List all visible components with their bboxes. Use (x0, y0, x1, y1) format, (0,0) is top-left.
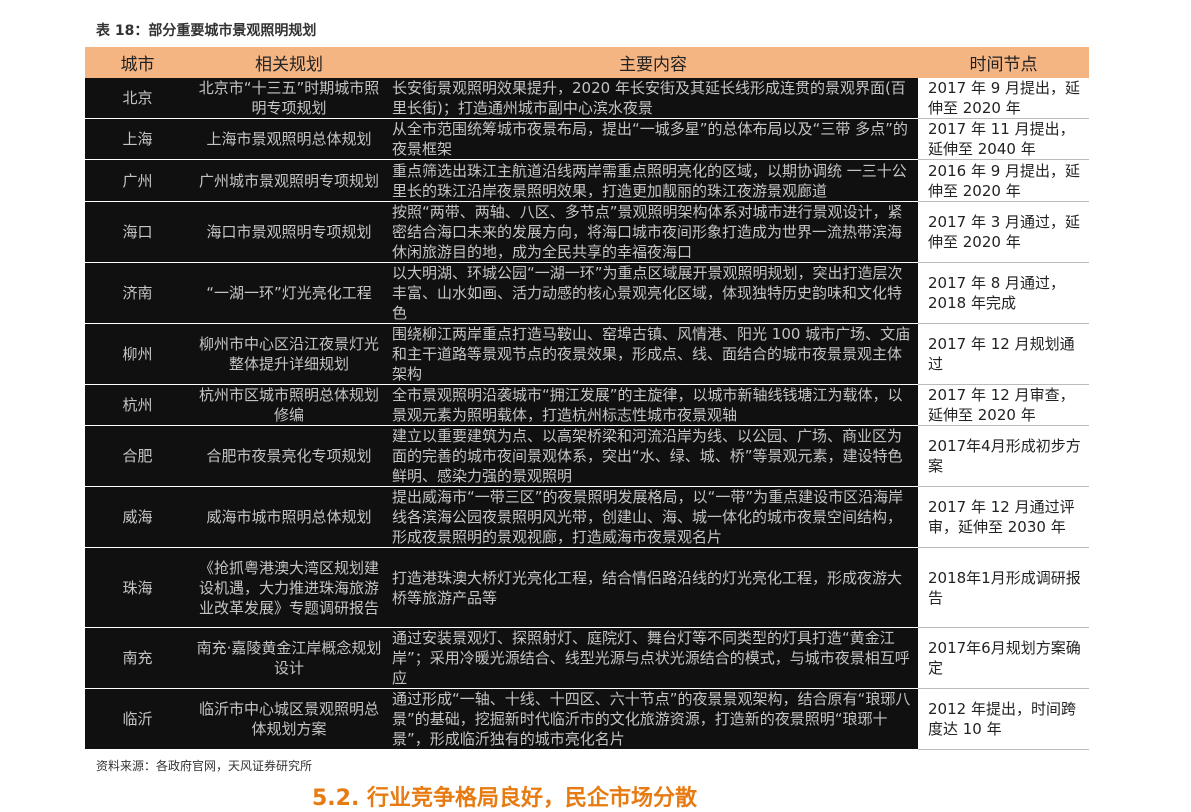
table-cell: 提出威海市“一带三区”的夜景照明发展格局，以“一带”为重点建设市区沿海岸线各滨海… (388, 486, 918, 548)
table-cell: 临沂 (85, 688, 190, 750)
table-cell: 2018年1月形成调研报告 (918, 547, 1089, 628)
header-cell: 城市 (85, 47, 190, 78)
source-note: 资料来源：各政府官网，天风证券研究所 (96, 759, 313, 773)
table-cell: 围绕柳江两岸重点打造马鞍山、窑埠古镇、风情港、阳光 100 城市广场、文庙和主干… (388, 323, 918, 385)
table-cell: 2017 年 12 月审查，延伸至 2020 年 (918, 384, 1089, 426)
table-cell: 2017 年 12 月通过评审，延伸至 2030 年 (918, 486, 1089, 548)
table-cell: 按照“两带、两轴、八区、多节点”景观照明架构体系对城市进行景观设计，紧密结合海口… (388, 201, 918, 263)
table-row: 北京 北京市“十三五”时期城市照明专项规划 长安街景观照明效果提升，2020 年长安… (85, 78, 1089, 119)
table-cell: “一湖一环”灯光亮化工程 (190, 262, 388, 324)
table-cell: 济南 (85, 262, 190, 324)
table-cell: 从全市范围统筹城市夜景布局，提出“一城多星”的总体布局以及“三带 多点”的夜景框… (388, 118, 918, 160)
table-row: 临沂 临沂市中心城区景观照明总体规划方案 通过形成“一轴、十线、十四区、六十节点”的… (85, 688, 1089, 750)
table-cell: 通过安装景观灯、探照射灯、庭院灯、舞台灯等不同类型的灯具打造“黄金江岸”；采用冷… (388, 627, 918, 689)
table-cell: 威海 (85, 486, 190, 548)
header-cell: 时间节点 (918, 47, 1089, 78)
table-row: 广州 广州城市景观照明专项规划 重点筛选出珠江主航道沿线两岸需重点照明亮化的区域，以… (85, 159, 1089, 202)
table-cell: 2017 年 12 月规划通过 (918, 323, 1089, 385)
table-cell: 上海市景观照明总体规划 (190, 118, 388, 160)
table-cell: 海口 (85, 201, 190, 263)
table-cell: 广州城市景观照明专项规划 (190, 159, 388, 202)
table-row: 合肥 合肥市夜景亮化专项规划 建立以重要建筑为点、以高架桥梁和河流沿岸为线、以公园、… (85, 425, 1089, 487)
table-cell: 上海 (85, 118, 190, 160)
table-row: 珠海 《抢抓粤港澳大湾区规划建设机遇，大力推进珠海旅游业改革发展》专题调研报告 打造… (85, 547, 1089, 628)
table-cell: 2012 年提出，时间跨度达 10 年 (918, 688, 1089, 750)
table-cell: 杭州市区城市照明总体规划修编 (190, 384, 388, 426)
table-cell: 2017 年 8 月通过，2018 年完成 (918, 262, 1089, 324)
header-cell: 相关规划 (190, 47, 388, 78)
table-row: 柳州 柳州市中心区沿江夜景灯光整体提升详细规划 围绕柳江两岸重点打造马鞍山、窑埠古镇… (85, 323, 1089, 385)
table-row: 杭州 杭州市区城市照明总体规划修编 全市景观照明沿袭城市“拥江发展”的主旋律，以城市… (85, 384, 1089, 426)
table-cell: 2017 年 9 月提出，延伸至 2020 年 (918, 78, 1089, 119)
table-cell: 2017年4月形成初步方案 (918, 425, 1089, 487)
table-cell: 柳州市中心区沿江夜景灯光整体提升详细规划 (190, 323, 388, 385)
table-cell: 通过形成“一轴、十线、十四区、六十节点”的夜景景观架构，结合原有“琅琊八景”的基… (388, 688, 918, 750)
table-cell: 南充·嘉陵黄金江岸概念规划设计 (190, 627, 388, 689)
table-row: 威海 威海市城市照明总体规划 提出威海市“一带三区”的夜景照明发展格局，以“一带”为… (85, 486, 1089, 548)
table-row: 海口 海口市景观照明专项规划 按照“两带、两轴、八区、多节点”景观照明架构体系对城市… (85, 201, 1089, 263)
table-cell: 打造港珠澳大桥灯光亮化工程，结合情侣路沿线的灯光亮化工程，形成夜游大桥等旅游产品… (388, 547, 918, 628)
table-cell: 建立以重要建筑为点、以高架桥梁和河流沿岸为线、以公园、广场、商业区为面的完善的城… (388, 425, 918, 487)
header-row: 城市 相关规划 主要内容 时间节点 (85, 47, 1089, 78)
table-cell: 重点筛选出珠江主航道沿线两岸需重点照明亮化的区域，以期协调统 一三十公里长的珠江… (388, 159, 918, 202)
table-cell: 全市景观照明沿袭城市“拥江发展”的主旋律，以城市新轴线钱塘江为载体，以景观元素为… (388, 384, 918, 426)
table-cell: 2017 年 11 月提出，延伸至 2040 年 (918, 118, 1089, 160)
header-cell: 主要内容 (388, 47, 918, 78)
section-heading: 5.2. 行业竞争格局良好，民企市场分散 (312, 786, 697, 811)
table: 城市 相关规划 主要内容 时间节点 北京 北京市“十三五”时期城市照明专项规划 长安街景观… (85, 47, 1089, 750)
table-cell: 北京 (85, 78, 190, 119)
table-cell: 《抢抓粤港澳大湾区规划建设机遇，大力推进珠海旅游业改革发展》专题调研报告 (190, 547, 388, 628)
table-cell: 杭州 (85, 384, 190, 426)
table-cell: 海口市景观照明专项规划 (190, 201, 388, 263)
table-cell: 广州 (85, 159, 190, 202)
table-title: 表 18：部分重要城市景观照明规划 (96, 23, 317, 39)
table-cell: 柳州 (85, 323, 190, 385)
table-cell: 合肥 (85, 425, 190, 487)
table-row: 南充 南充·嘉陵黄金江岸概念规划设计 通过安装景观灯、探照射灯、庭院灯、舞台灯等不同… (85, 627, 1089, 689)
page: 表 18：部分重要城市景观照明规划 城市 相关规划 主要内容 时间节点 北京 北京市“十… (85, 23, 1089, 811)
table-row: 上海 上海市景观照明总体规划 从全市范围统筹城市夜景布局，提出“一城多星”的总体布局… (85, 118, 1089, 160)
table-cell: 合肥市夜景亮化专项规划 (190, 425, 388, 487)
table-cell: 2017 年 3 月通过，延伸至 2020 年 (918, 201, 1089, 263)
table-cell: 以大明湖、环城公园“一湖一环”为重点区域展开景观照明规划，突出打造层次丰富、山水… (388, 262, 918, 324)
table-cell: 2016 年 9 月提出，延伸至 2020 年 (918, 159, 1089, 202)
table-row: 济南 “一湖一环”灯光亮化工程 以大明湖、环城公园“一湖一环”为重点区域展开景观照明… (85, 262, 1089, 324)
table-cell: 珠海 (85, 547, 190, 628)
table-cell: 威海市城市照明总体规划 (190, 486, 388, 548)
table-cell: 2017年6月规划方案确定 (918, 627, 1089, 689)
table-cell: 南充 (85, 627, 190, 689)
table-cell: 北京市“十三五”时期城市照明专项规划 (190, 78, 388, 119)
table-cell: 长安街景观照明效果提升，2020 年长安街及其延长线形成连贯的景观界面(百里长街… (388, 78, 918, 119)
table-cell: 临沂市中心城区景观照明总体规划方案 (190, 688, 388, 750)
